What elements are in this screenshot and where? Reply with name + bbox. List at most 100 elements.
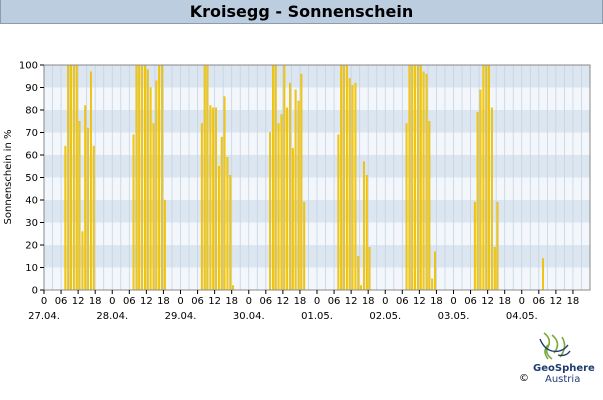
bar [422, 71, 425, 291]
bar [206, 64, 209, 291]
bar [493, 247, 496, 291]
x-tick-label: 12 [140, 296, 153, 307]
bar [303, 202, 306, 291]
x-tick-label: 06 [55, 296, 68, 307]
x-tick-label: 12 [345, 296, 358, 307]
bar [419, 64, 422, 291]
bar [431, 278, 434, 291]
bar [343, 64, 345, 291]
bar [232, 285, 235, 291]
logo-subtitle: Austria [545, 374, 581, 385]
bar [132, 134, 135, 291]
bar [158, 64, 161, 291]
x-tick-label: 18 [294, 296, 307, 307]
x-tick-label: 12 [481, 296, 494, 307]
plot-axes: 0 10 20 30 40 50 60 70 80 90 100 0 06 12 18 27.04. 0 06 12… [19, 61, 591, 322]
x-tick-label: 0 [246, 296, 252, 307]
bar [425, 73, 428, 291]
bar [283, 64, 286, 291]
bar [223, 96, 226, 291]
bar [479, 89, 482, 291]
x-tick-label: 18 [225, 296, 238, 307]
bar [277, 123, 280, 291]
y-tick-label: 50 [25, 173, 38, 184]
y-tick-label: 30 [25, 218, 38, 229]
date-label: 29.04. [165, 311, 197, 322]
x-tick-label: 18 [89, 296, 102, 307]
x-tick-label: 0 [41, 296, 47, 307]
x-tick-label: 06 [396, 296, 409, 307]
bar [163, 199, 166, 291]
title-bar: Kroisegg - Sonnenschein [0, 0, 603, 24]
date-label: 03.05. [438, 311, 470, 322]
bar [269, 132, 272, 291]
bar [365, 175, 368, 291]
x-tick-label: 0 [519, 296, 525, 307]
x-tick-label: 12 [413, 296, 426, 307]
bar [291, 148, 294, 291]
bar [351, 85, 354, 291]
bar [146, 69, 149, 291]
bar [414, 64, 417, 291]
x-tick-label: 12 [208, 296, 221, 307]
bar [289, 82, 291, 291]
bar [161, 64, 163, 291]
bar [428, 121, 431, 291]
x-tick-label: 06 [123, 296, 136, 307]
bar [89, 71, 92, 291]
bar [476, 112, 479, 291]
y-tick-label: 40 [25, 196, 38, 207]
x-tick-label: 0 [314, 296, 320, 307]
geosphere-logo-icon [539, 332, 571, 360]
bar [220, 136, 223, 291]
y-tick-label: 60 [25, 151, 38, 162]
bar [72, 64, 75, 291]
bar [542, 258, 545, 291]
bar [229, 175, 232, 291]
y-tick-label: 10 [25, 263, 38, 274]
bar [215, 107, 217, 291]
bar [70, 64, 72, 291]
bar [87, 127, 90, 291]
bar [144, 64, 146, 291]
x-tick-label: 18 [157, 296, 170, 307]
bar [135, 64, 138, 291]
bar [294, 89, 297, 291]
date-label: 28.04. [96, 311, 128, 322]
date-label: 02.05. [369, 311, 401, 322]
bar [286, 107, 289, 291]
bar [84, 105, 87, 291]
x-tick-label: 12 [550, 296, 563, 307]
bar [141, 64, 144, 291]
bar [354, 82, 357, 291]
y-axis-label: Sonnenschein in % [3, 130, 14, 225]
bar [368, 247, 371, 291]
x-tick-label: 06 [464, 296, 477, 307]
date-label: 04.05. [506, 311, 538, 322]
chart-title: Kroisegg - Sonnenschein [189, 2, 414, 21]
x-tick-label: 06 [191, 296, 204, 307]
bar [485, 64, 488, 291]
bar [411, 64, 414, 291]
x-tick-label: 12 [72, 296, 85, 307]
y-tick-label: 20 [25, 241, 38, 252]
bar [340, 64, 343, 291]
bar [362, 161, 365, 291]
x-tick-label: 12 [277, 296, 290, 307]
x-tick-label: 18 [430, 296, 443, 307]
x-tick-label: 0 [450, 296, 456, 307]
bar [300, 73, 303, 291]
x-tick-label: 06 [328, 296, 341, 307]
bar [78, 121, 81, 291]
bar [81, 231, 84, 291]
x-tick-label: 18 [498, 296, 511, 307]
bar [138, 64, 141, 291]
bar [496, 202, 499, 291]
bar [345, 64, 348, 291]
x-tick-label: 18 [362, 296, 375, 307]
plot-bars [64, 64, 545, 291]
bar [297, 100, 300, 291]
logo-name: GeoSphere [533, 363, 595, 374]
bar [75, 64, 78, 291]
